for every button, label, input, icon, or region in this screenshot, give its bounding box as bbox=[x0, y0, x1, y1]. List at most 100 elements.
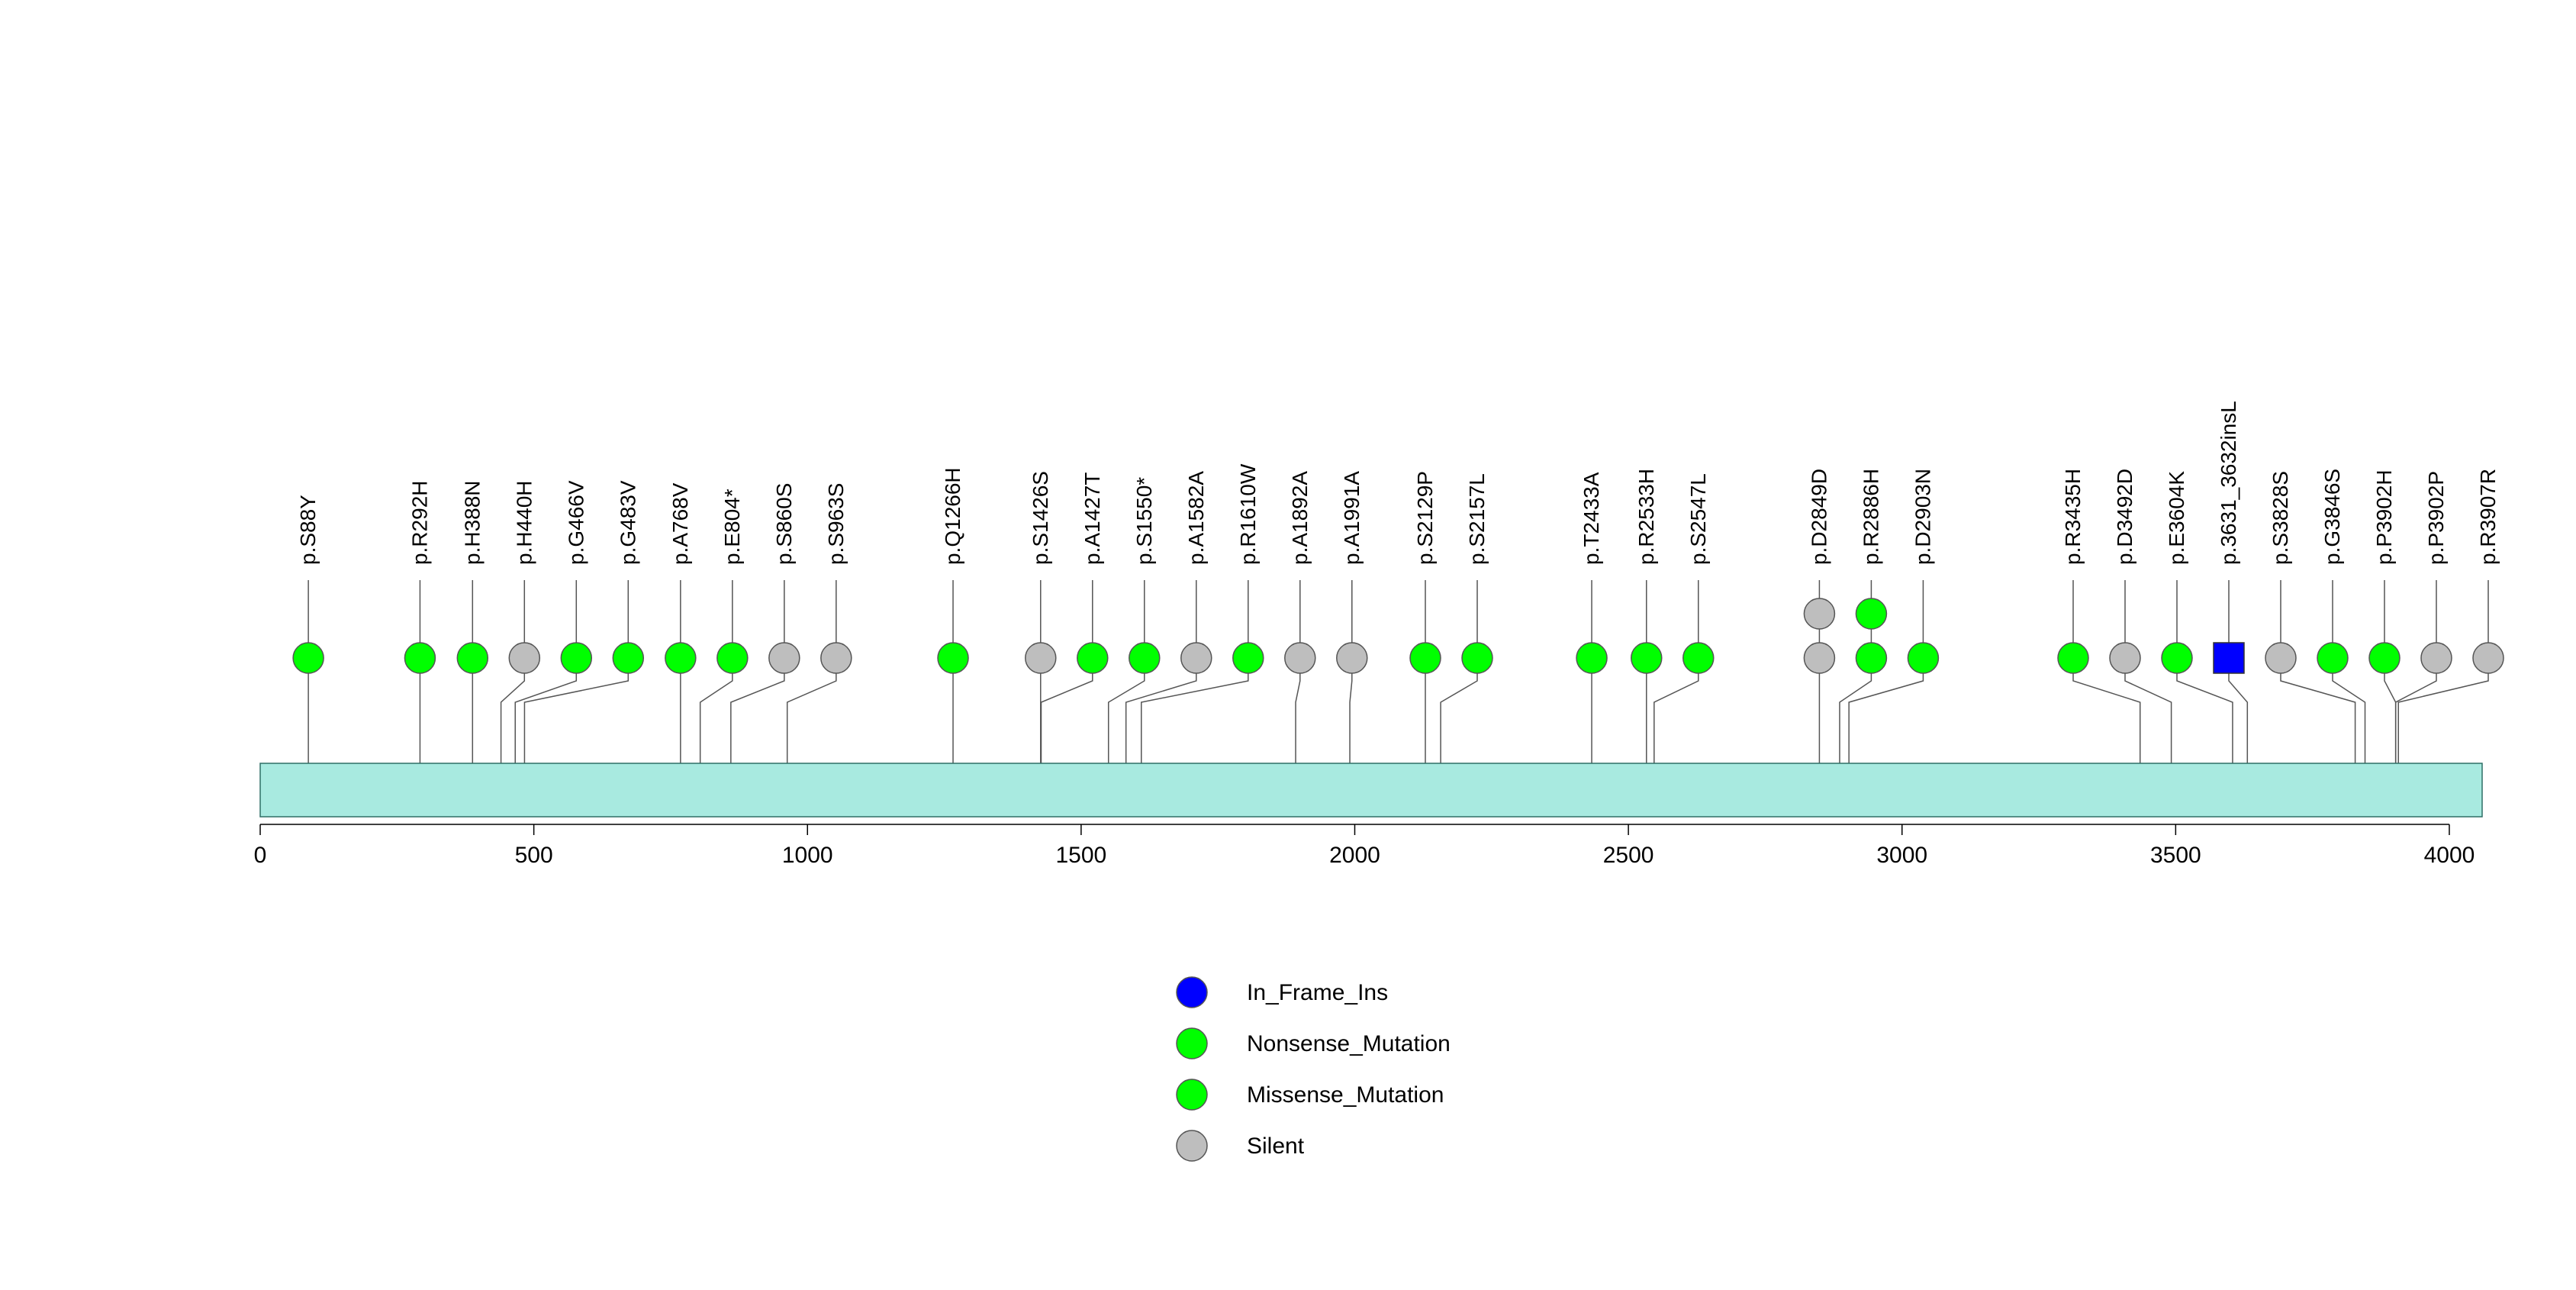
stem-p-d3492d bbox=[2124, 580, 2172, 817]
markers-layer bbox=[292, 598, 2504, 674]
stem-p-s963s bbox=[786, 580, 837, 817]
stem-p-a1892a bbox=[1295, 580, 1301, 817]
x-tick-label-0: 0 bbox=[254, 843, 267, 868]
stem-p-r2886h bbox=[1839, 580, 1872, 817]
marker-p-e3604k bbox=[2161, 642, 2193, 674]
mutation-labels-layer: p.S88Y p.R292H p.H388N p.H440H p.G466V p.G483… bbox=[296, 401, 2500, 565]
marker-p-s3828s bbox=[2265, 642, 2297, 674]
mutation-label-p-a1582a: p.A1582A bbox=[1184, 471, 1208, 565]
marker-p-d3492d bbox=[2109, 642, 2141, 674]
x-tick-label-500: 500 bbox=[515, 843, 553, 868]
x-tick-label-4000: 4000 bbox=[2424, 843, 2475, 868]
mutation-label-p-r3907r: p.R3907R bbox=[2476, 469, 2500, 565]
mutation-label-p-r292h: p.R292H bbox=[407, 480, 431, 565]
legend-swatch-in-frame-ins bbox=[1176, 976, 1208, 1008]
marker-p-r2533h bbox=[1631, 642, 1663, 674]
marker-p-d2903n bbox=[1907, 642, 1940, 674]
stem-p-r3435h bbox=[2072, 580, 2141, 817]
marker-p-r2886h bbox=[1855, 642, 1888, 674]
mutation-label-p-d2903n: p.D2903N bbox=[1911, 469, 1934, 565]
x-tick-label-2500: 2500 bbox=[1603, 843, 1654, 868]
stem-p-g3846s bbox=[2332, 580, 2366, 817]
marker-p-s2129p bbox=[1409, 642, 1441, 674]
marker-p-3631-3632insl bbox=[2213, 642, 2245, 674]
marker-p-g483v bbox=[612, 642, 645, 674]
x-axis: 0 500 1000 1500 2000 2500 3000 3500 4000 bbox=[254, 824, 2475, 868]
marker-p-r3907r bbox=[2472, 642, 2504, 674]
stems-layer bbox=[308, 580, 2489, 817]
marker-p-a768v bbox=[665, 642, 697, 674]
marker-p-p3902p bbox=[2420, 642, 2452, 674]
mutation-label-p-s1550: p.S1550* bbox=[1132, 477, 1156, 565]
marker-p-g3846s bbox=[2317, 642, 2349, 674]
mutation-label-p-q1266h: p.Q1266H bbox=[941, 467, 964, 565]
x-tick-label-1500: 1500 bbox=[1055, 843, 1106, 868]
mutation-label-p-e3604k: p.E3604K bbox=[2165, 471, 2188, 565]
mutation-label-p-a768v: p.A768V bbox=[668, 482, 692, 565]
stem-p-d2903n bbox=[1848, 580, 1924, 817]
marker-p-d2849d bbox=[1803, 642, 1836, 674]
marker-p-d2849d-2 bbox=[1803, 598, 1836, 630]
legend: In_Frame_Ins Nonsense_Mutation Missense_Mu… bbox=[1176, 976, 1451, 1162]
mutation-label-p-3631-3632insl: p.3631_3632insL bbox=[2217, 401, 2240, 565]
marker-p-a1427t bbox=[1077, 642, 1109, 674]
marker-p-q1266h bbox=[937, 642, 969, 674]
mutation-label-p-h440h: p.H440H bbox=[512, 480, 536, 565]
stem-p-r3907r bbox=[2397, 580, 2489, 817]
marker-p-h440h bbox=[508, 642, 541, 674]
marker-p-a1892a bbox=[1284, 642, 1316, 674]
mutation-label-p-s2157l: p.S2157L bbox=[1465, 473, 1489, 565]
stem-p-s860s bbox=[730, 580, 785, 817]
marker-p-g466v bbox=[560, 642, 593, 674]
mutation-label-p-g466v: p.G466V bbox=[564, 480, 588, 565]
mutation-label-p-t2433a: p.T2433A bbox=[1579, 472, 1603, 565]
mutation-label-p-e804: p.E804* bbox=[720, 489, 744, 565]
stem-p-s2157l bbox=[1440, 580, 1478, 817]
stem-p-p3902p bbox=[2394, 580, 2437, 817]
marker-p-r3435h bbox=[2057, 642, 2089, 674]
mutation-label-p-a1892a: p.A1892A bbox=[1288, 471, 1312, 565]
legend-label-in-frame-ins: In_Frame_Ins bbox=[1247, 980, 1388, 1005]
stem-p-s1550 bbox=[1107, 580, 1145, 817]
mutation-label-p-r2886h: p.R2886H bbox=[1859, 469, 1882, 565]
marker-p-s2547l bbox=[1682, 642, 1715, 674]
mutation-label-p-s2547l: p.S2547L bbox=[1686, 473, 1710, 565]
marker-p-e804 bbox=[716, 642, 749, 674]
mutation-label-p-d2849d: p.D2849D bbox=[1807, 469, 1831, 565]
marker-p-s963s bbox=[820, 642, 852, 674]
stem-p-a1427t bbox=[1040, 580, 1093, 817]
mutation-label-p-s860s: p.S860S bbox=[772, 483, 796, 565]
mutation-label-p-a1991a: p.A1991A bbox=[1340, 471, 1364, 565]
x-tick-label-3000: 3000 bbox=[1876, 843, 1927, 868]
mutation-label-p-p3902p: p.P3902P bbox=[2424, 471, 2448, 565]
stem-p-g466v bbox=[514, 580, 578, 817]
mutation-label-p-p3902h: p.P3902H bbox=[2372, 469, 2396, 565]
marker-p-s1426s bbox=[1025, 642, 1057, 674]
marker-p-p3902h bbox=[2368, 642, 2401, 674]
marker-p-s1550 bbox=[1129, 642, 1161, 674]
mutation-label-p-g483v: p.G483V bbox=[616, 480, 639, 565]
stem-p-3631-3632insl bbox=[2228, 580, 2249, 817]
mutation-label-p-s2129p: p.S2129P bbox=[1413, 471, 1437, 565]
stem-p-e804 bbox=[699, 580, 733, 817]
marker-p-s2157l bbox=[1461, 642, 1493, 674]
mutation-label-p-r2533h: p.R2533H bbox=[1634, 469, 1658, 565]
protein-domain-bar bbox=[259, 763, 2483, 818]
x-tick-label-1000: 1000 bbox=[782, 843, 833, 868]
marker-p-t2433a bbox=[1576, 642, 1608, 674]
mutation-label-p-s1426s: p.S1426S bbox=[1029, 471, 1052, 565]
x-tick-label-3500: 3500 bbox=[2150, 843, 2201, 868]
mutation-label-p-s963s: p.S963S bbox=[824, 483, 848, 565]
legend-swatch-nonsense-mutation bbox=[1176, 1027, 1208, 1059]
stem-p-e3604k bbox=[2176, 580, 2233, 817]
stem-p-r1610w bbox=[1141, 580, 1249, 817]
mutation-label-p-a1427t: p.A1427T bbox=[1080, 472, 1104, 565]
legend-swatch-silent bbox=[1176, 1130, 1208, 1162]
mutation-label-p-r3435h: p.R3435H bbox=[2061, 469, 2085, 565]
stem-p-h440h bbox=[500, 580, 526, 817]
stem-p-s2547l bbox=[1653, 580, 1699, 817]
x-tick-label-2000: 2000 bbox=[1329, 843, 1380, 868]
mutation-label-p-g3846s: p.G3846S bbox=[2320, 469, 2344, 565]
stem-p-a1582a bbox=[1125, 580, 1197, 817]
